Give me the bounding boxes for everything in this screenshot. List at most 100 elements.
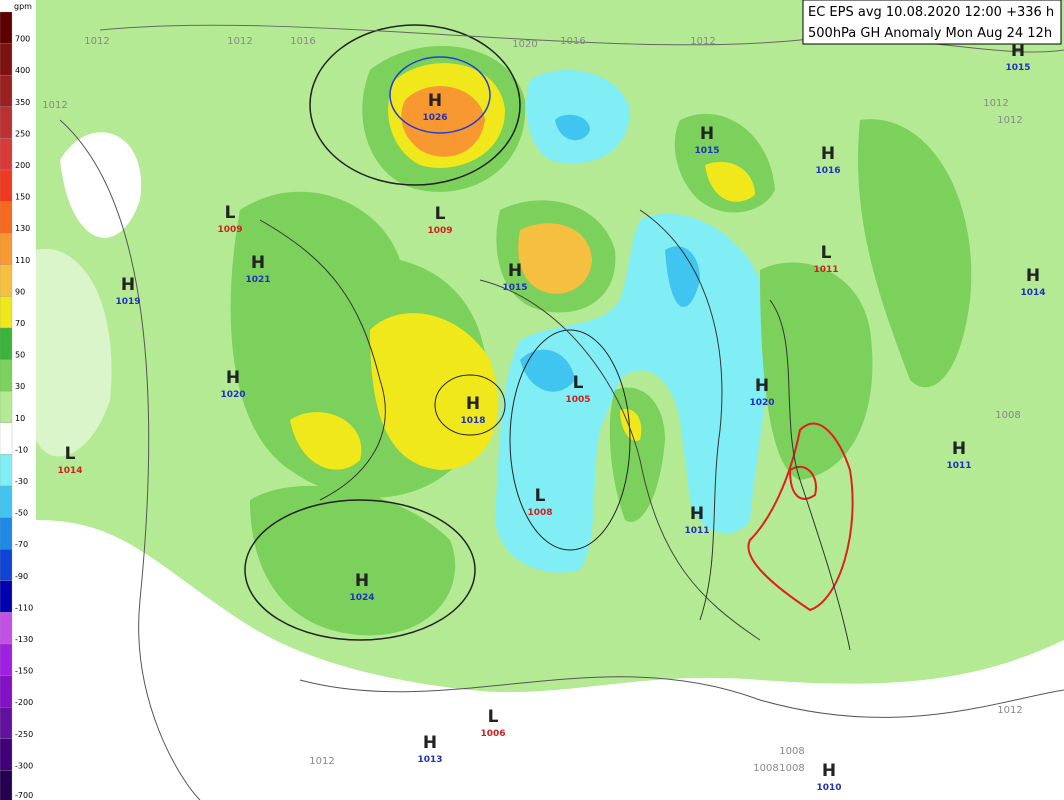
center-letter: H	[822, 761, 836, 781]
center-letter: L	[573, 373, 584, 393]
legend-swatch	[0, 327, 13, 360]
center-value: 1015	[694, 146, 719, 156]
legend-swatch	[0, 264, 13, 297]
legend-label: 350	[15, 98, 30, 107]
center-value: 1015	[1005, 63, 1030, 73]
center-letter: H	[755, 376, 769, 396]
legend-label: -30	[15, 477, 28, 486]
center-value: 1010	[816, 783, 841, 793]
legend-swatch	[0, 296, 13, 329]
center-value: 1019	[115, 297, 140, 307]
legend-label: -300	[15, 761, 33, 770]
legend-swatch	[0, 11, 13, 44]
center-letter: H	[1026, 266, 1040, 286]
center-letter: L	[535, 486, 546, 506]
legend-swatch	[0, 391, 13, 423]
center-letter: H	[821, 144, 835, 164]
isobar-label: 1020	[512, 39, 537, 50]
legend-swatch	[0, 201, 13, 234]
center-value: 1014	[57, 466, 82, 476]
isobar-label: 1012	[997, 115, 1022, 126]
isobar-label: 1008	[995, 410, 1020, 421]
center-value: 1014	[1020, 288, 1045, 298]
pressure-centers: H 1015 H 1026 L 1009 H 1015 H 1015 H 1016 L 1009 H 1021…	[57, 41, 1045, 793]
legend-label: 90	[15, 287, 25, 296]
legend-label: -10	[15, 445, 28, 454]
center-value: 1006	[480, 729, 505, 739]
center-letter: H	[466, 394, 480, 414]
center-letter: L	[65, 444, 76, 464]
center-value: 1009	[427, 226, 452, 236]
legend-label: 70	[15, 319, 25, 328]
center-letter: H	[121, 275, 135, 295]
center-letter: L	[435, 204, 446, 224]
legend-label: -250	[15, 730, 33, 739]
center-value: 1011	[684, 526, 709, 536]
center-value: 1009	[217, 225, 242, 235]
center-letter: H	[428, 91, 442, 111]
isobar-label: 1008	[779, 763, 804, 774]
center-value: 1008	[527, 508, 552, 518]
legend-label: -700	[15, 791, 33, 800]
isobar-label: 1016	[560, 36, 585, 47]
legend-swatch	[0, 75, 13, 107]
center-value: 1020	[220, 390, 245, 400]
legend: 700 400 350 250 200 150 130 110 90 70 50 30 10 -10 -30…	[0, 11, 33, 800]
isobar-labels: 1012 1012 1016 1020 1016 1012 1012 1012 1012 1008…	[42, 36, 1022, 774]
legend-label: 700	[15, 35, 30, 44]
legend-label: 400	[15, 66, 30, 75]
legend-swatch	[0, 454, 13, 487]
legend-label: 130	[15, 224, 30, 233]
map-title: EC EPS avg 10.08.2020 12:00 +336 h	[808, 5, 1054, 20]
center-letter: H	[690, 504, 704, 524]
map-subtitle: 500hPa GH Anomaly Mon Aug 24 12h	[808, 26, 1052, 41]
isobar-label: 1016	[290, 36, 315, 47]
legend-label: 200	[15, 161, 30, 170]
center-value: 1011	[813, 265, 838, 275]
legend-swatch	[0, 233, 13, 265]
legend-label: 50	[15, 351, 25, 360]
center-value: 1020	[749, 398, 774, 408]
legend-swatch	[0, 738, 13, 771]
legend-swatch	[0, 43, 13, 76]
isobar-label: 1012	[309, 756, 334, 767]
legend-swatch	[0, 770, 13, 800]
legend-label: -50	[15, 509, 28, 518]
legend-swatch	[0, 422, 13, 455]
legend-swatch	[0, 549, 13, 581]
isobar-label: 1008	[779, 746, 804, 757]
center-letter: H	[355, 571, 369, 591]
center-value: 1005	[565, 395, 590, 405]
center-value: 1016	[815, 166, 840, 176]
isobar-label: 1012	[690, 36, 715, 47]
center-value: 1021	[245, 275, 270, 285]
legend-swatch	[0, 485, 13, 518]
legend-swatch	[0, 643, 13, 676]
center-value: 1013	[417, 755, 442, 765]
legend-swatch	[0, 138, 13, 171]
legend-label: -70	[15, 540, 28, 549]
center-letter: H	[423, 733, 437, 753]
legend-label: -130	[15, 635, 33, 644]
legend-swatch	[0, 359, 13, 392]
center-letter: L	[821, 243, 832, 263]
center-letter: H	[251, 253, 265, 273]
isobar-label: 1012	[42, 100, 67, 111]
center-letter: H	[700, 124, 714, 144]
legend-unit: gpm	[14, 2, 32, 11]
legend-swatch	[0, 169, 13, 202]
legend-label: -150	[15, 667, 33, 676]
center-letter: L	[225, 203, 236, 223]
legend-swatch	[0, 106, 13, 139]
legend-swatch	[0, 707, 13, 739]
legend-swatch	[0, 580, 13, 613]
isobar-label: 1012	[983, 98, 1008, 109]
center-letter: H	[1011, 41, 1025, 61]
legend-label: 10	[15, 414, 25, 423]
legend-label: -110	[15, 603, 33, 612]
center-value: 1015	[502, 283, 527, 293]
legend-label: 110	[15, 256, 30, 265]
center-letter: H	[226, 368, 240, 388]
center-value: 1024	[349, 593, 374, 603]
center-letter: H	[952, 439, 966, 459]
